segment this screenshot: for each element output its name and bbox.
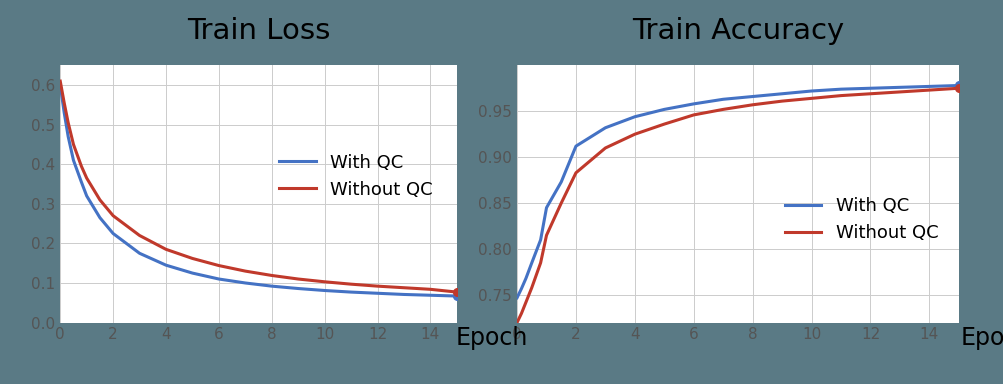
With QC [318, 288, 330, 293]
With QC [67, 158, 79, 162]
With QC [75, 180, 87, 184]
Without QC [159, 247, 172, 252]
With QC [864, 86, 876, 91]
Without QC [511, 320, 523, 325]
Text: Epoch: Epoch [455, 326, 528, 350]
Without QC [804, 96, 816, 101]
With QC [834, 87, 847, 91]
With QC [54, 83, 66, 88]
With QC [515, 286, 527, 291]
With QC [58, 111, 70, 115]
With QC [266, 284, 278, 288]
Without QC [534, 260, 546, 265]
With QC [159, 263, 172, 268]
Text: Train Accuracy: Train Accuracy [631, 17, 844, 45]
Without QC [520, 300, 532, 305]
With QC [893, 85, 905, 89]
Line: Without QC: Without QC [60, 81, 456, 292]
Without QC [599, 146, 611, 150]
Without QC [213, 263, 225, 268]
With QC [292, 286, 304, 291]
Without QC [75, 164, 87, 169]
Without QC [80, 176, 92, 180]
With QC [520, 276, 532, 281]
Legend: With QC, Without QC: With QC, Without QC [272, 146, 439, 206]
With QC [716, 97, 728, 102]
With QC [239, 281, 251, 285]
With QC [555, 180, 567, 184]
Without QC [292, 277, 304, 281]
Without QC [746, 103, 758, 107]
Without QC [834, 93, 847, 98]
With QC [746, 94, 758, 99]
With QC [599, 126, 611, 130]
With QC [94, 215, 106, 220]
Line: With QC: With QC [517, 86, 958, 298]
Line: With QC: With QC [60, 85, 456, 296]
With QC [345, 290, 357, 295]
With QC [687, 101, 699, 106]
Without QC [318, 280, 330, 284]
With QC [424, 293, 436, 298]
With QC [628, 114, 640, 119]
Without QC [94, 197, 106, 202]
Without QC [687, 113, 699, 117]
Without QC [107, 214, 119, 218]
With QC [62, 134, 74, 139]
With QC [775, 91, 787, 96]
With QC [804, 89, 816, 93]
Without QC [371, 284, 383, 288]
Without QC [450, 290, 462, 295]
Text: Epoch: Epoch [960, 326, 1003, 350]
Line: Without QC: Without QC [517, 88, 958, 323]
With QC [658, 107, 670, 112]
Without QC [628, 132, 640, 136]
With QC [923, 84, 935, 89]
Without QC [515, 311, 527, 316]
Without QC [424, 287, 436, 291]
With QC [213, 277, 225, 281]
Without QC [555, 201, 567, 205]
Without QC [58, 101, 70, 105]
Without QC [893, 89, 905, 94]
With QC [570, 144, 582, 149]
With QC [952, 83, 964, 88]
Without QC [397, 285, 409, 290]
With QC [80, 194, 92, 198]
Without QC [67, 142, 79, 147]
With QC [511, 295, 523, 300]
With QC [526, 260, 538, 265]
Without QC [187, 256, 199, 261]
With QC [534, 238, 546, 242]
Legend: With QC, Without QC: With QC, Without QC [777, 190, 945, 250]
With QC [371, 291, 383, 296]
Without QC [570, 170, 582, 175]
With QC [107, 231, 119, 236]
With QC [187, 271, 199, 275]
Without QC [133, 233, 145, 238]
Without QC [54, 79, 66, 83]
Without QC [923, 88, 935, 93]
Without QC [526, 285, 538, 290]
Without QC [62, 120, 74, 125]
With QC [540, 205, 552, 210]
With QC [450, 294, 462, 298]
With QC [397, 292, 409, 297]
Without QC [716, 107, 728, 112]
Without QC [952, 86, 964, 91]
Without QC [658, 122, 670, 126]
With QC [133, 251, 145, 256]
Text: Train Loss: Train Loss [187, 17, 330, 45]
Without QC [266, 273, 278, 278]
Without QC [345, 282, 357, 286]
Without QC [864, 91, 876, 96]
Without QC [239, 269, 251, 273]
Without QC [540, 233, 552, 238]
Without QC [775, 99, 787, 103]
